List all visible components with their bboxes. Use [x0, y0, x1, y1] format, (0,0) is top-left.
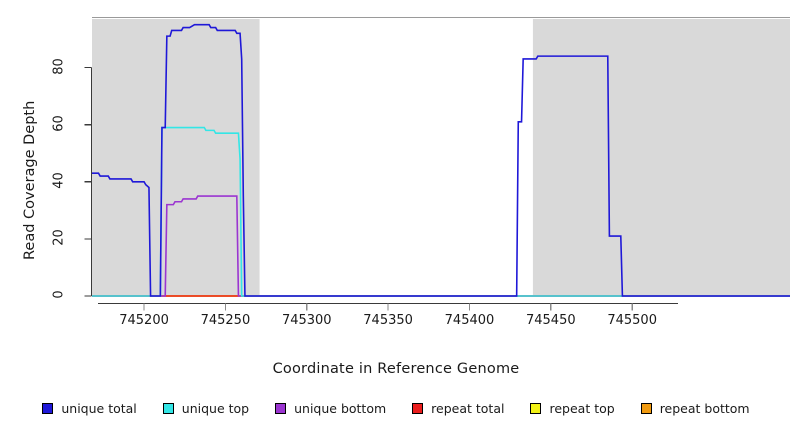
legend-label: repeat top — [549, 400, 615, 416]
legend-label: unique top — [181, 400, 250, 416]
chart-legend: unique total unique top unique bottom repea… — [0, 398, 792, 418]
legend-swatch-icon — [640, 402, 652, 414]
data-series-layer — [92, 23, 790, 297]
legend-label: unique total — [61, 400, 137, 416]
legend-label: repeat total — [431, 400, 505, 416]
shaded-region-layer — [92, 19, 790, 296]
x-tick-label-2: 745300 — [281, 313, 332, 328]
legend-entry-repeat-total: repeat total — [412, 401, 504, 416]
axis-layer — [84, 16, 790, 311]
legend-label: repeat bottom — [659, 400, 750, 416]
x-tick-label-0: 745200 — [119, 313, 169, 328]
legend-swatch-icon — [412, 402, 424, 414]
legend-entry-unique-top: unique top — [162, 400, 250, 416]
series-line-unique-bottom — [92, 195, 790, 297]
y-tick-label-4: 80 — [51, 57, 67, 75]
legend-label: unique bottom — [294, 400, 387, 416]
repeat-region-right — [532, 19, 790, 296]
y-tick-label-1: 20 — [51, 229, 67, 246]
series-line-unique-total — [92, 23, 790, 297]
y-tick-label-2: 40 — [51, 172, 67, 189]
x-tick-label-1: 745250 — [200, 313, 251, 328]
y-axis-title-wrap: Read Coverage Depth — [0, 0, 38, 310]
x-tick-label-5: 745450 — [525, 313, 576, 328]
legend-entry-repeat-top: repeat top — [530, 400, 615, 416]
x-tick-label-4: 745400 — [444, 313, 495, 328]
legend-entry-unique-bottom: unique bottom — [275, 401, 386, 416]
legend-swatch-icon — [275, 402, 287, 414]
x-tick-label-3: 745350 — [363, 313, 413, 328]
x-axis-title: Coordinate in Reference Genome — [272, 361, 520, 377]
repeat-region-left — [92, 19, 260, 296]
y-tick-label-0: 0 — [51, 290, 67, 299]
y-tick-label-3: 60 — [51, 114, 67, 132]
legend-entry-repeat-bottom: repeat bottom — [640, 400, 750, 416]
legend-swatch-icon — [42, 402, 54, 414]
legend-swatch-icon — [530, 402, 542, 414]
legend-entry-unique-total: unique total — [42, 400, 137, 416]
y-axis-title: Read Coverage Depth — [22, 100, 38, 260]
legend-swatch-icon — [162, 402, 174, 414]
x-tick-label-6: 745500 — [607, 313, 657, 328]
